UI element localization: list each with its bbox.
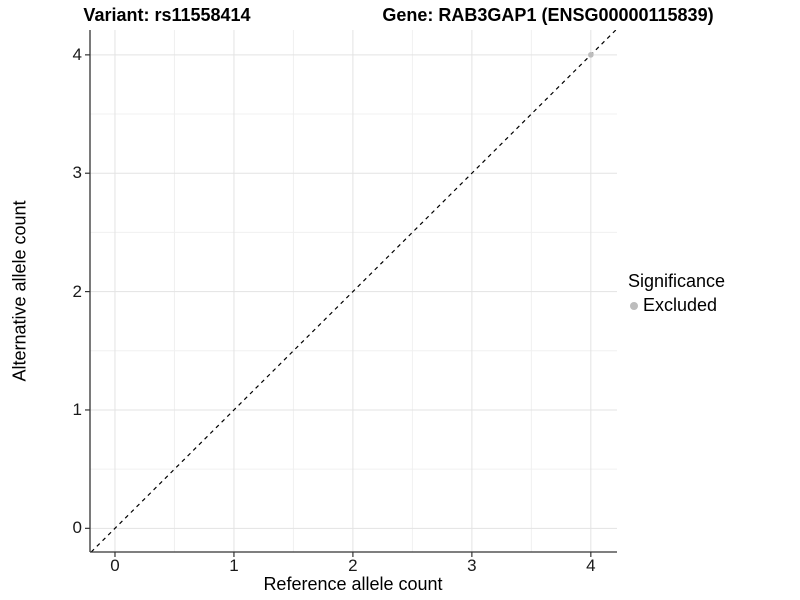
legend-item-label: Excluded — [643, 295, 718, 315]
y-tick-label: 3 — [72, 163, 82, 183]
y-tick-label: 1 — [72, 399, 82, 419]
x-tick-label: 0 — [110, 556, 120, 575]
legend-item: Excluded — [628, 295, 725, 316]
variant-title: Variant: rs11558414 — [83, 5, 251, 25]
x-tick-label: 1 — [229, 556, 239, 575]
x-axis-title: Reference allele count — [263, 574, 443, 594]
y-tick-label: 0 — [72, 518, 82, 538]
identity-dashed-line — [90, 30, 617, 553]
y-tick-label: 2 — [72, 281, 82, 301]
legend-items: Excluded — [628, 295, 725, 316]
y-tick-label: 4 — [72, 44, 82, 64]
x-tick-label: 3 — [467, 556, 477, 575]
data-point-excluded — [588, 52, 594, 58]
x-tick-label: 4 — [586, 556, 596, 575]
legend-key-dot-icon — [630, 301, 638, 310]
legend: Significance Excluded — [628, 271, 725, 316]
x-tick-label: 2 — [348, 556, 358, 575]
plot-canvas — [85, 30, 617, 557]
y-axis-title: Alternative allele count — [9, 200, 30, 382]
gene-title: Gene: RAB3GAP1 (ENSG00000115839) — [382, 5, 714, 25]
legend-title: Significance — [628, 271, 726, 291]
